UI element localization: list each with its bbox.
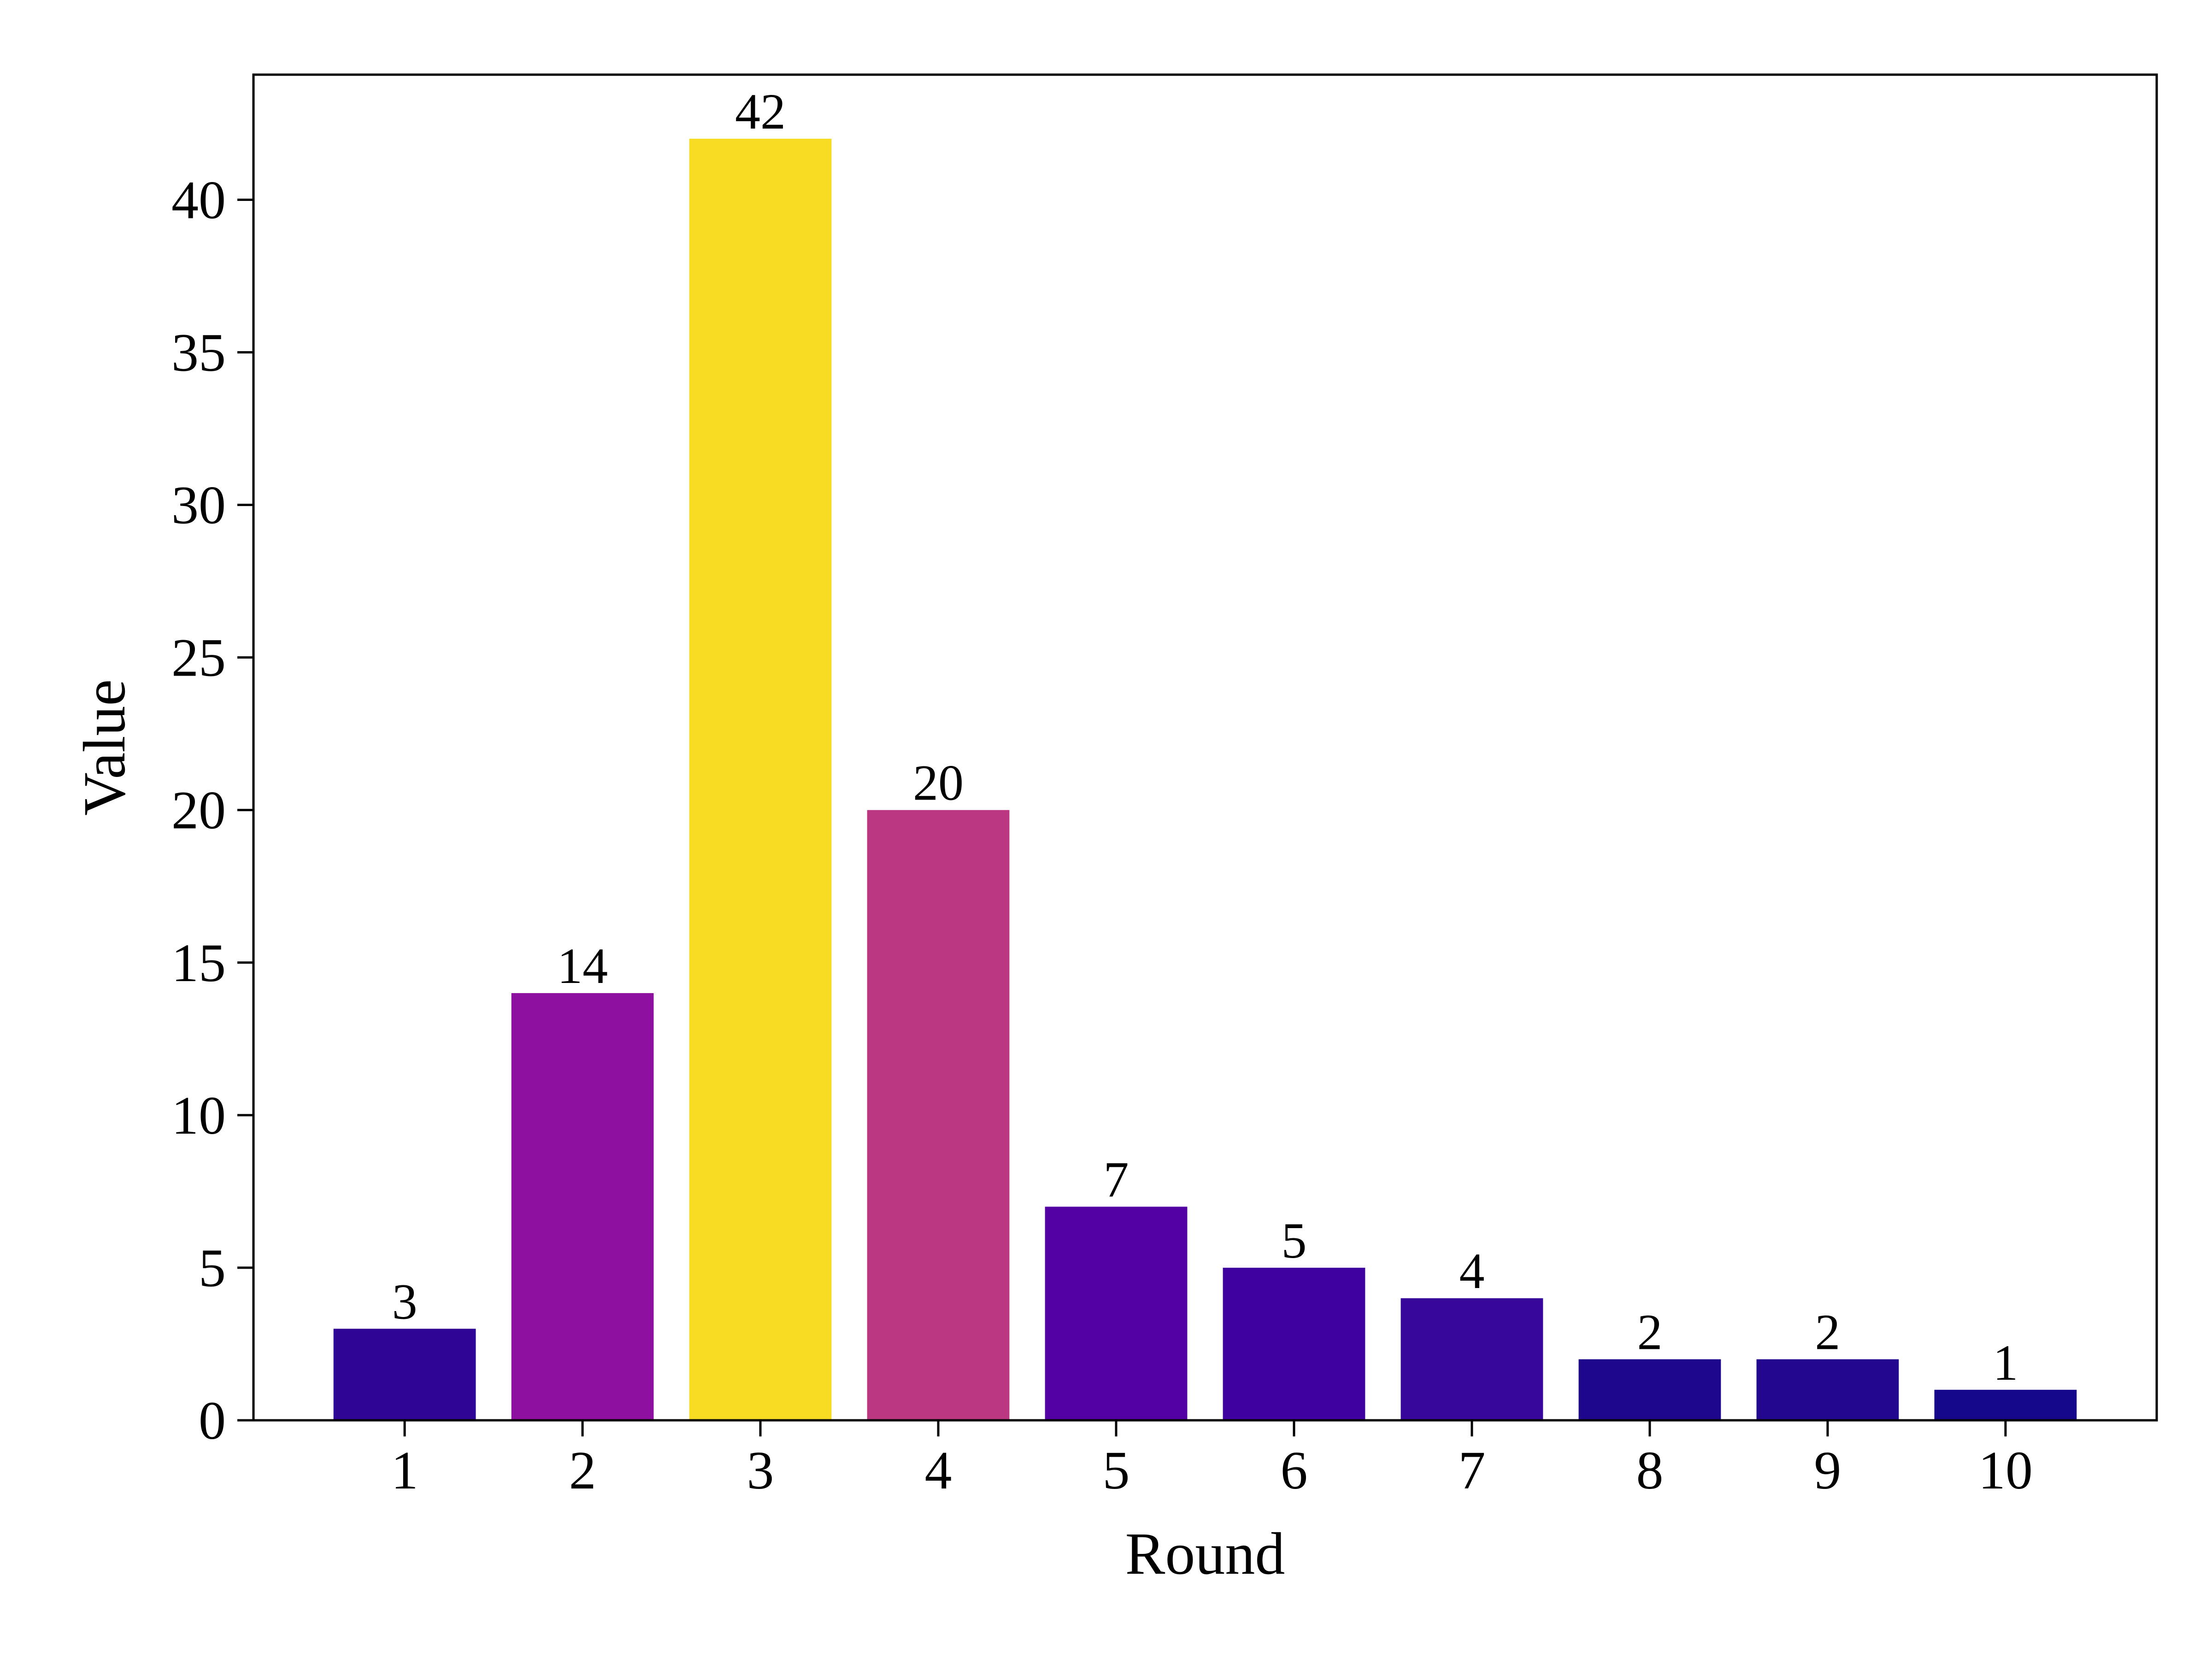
bar-value-label: 2 [1815,1304,1840,1360]
y-tick-label: 10 [171,1085,226,1146]
bar-round-9 [1756,1359,1899,1420]
bar-value-label: 42 [735,83,786,140]
bar-value-label: 14 [557,938,608,994]
y-tick-label: 30 [171,475,226,535]
y-tick-label: 0 [199,1390,226,1451]
x-tick-label: 3 [747,1440,774,1500]
y-axis: 0 5 10 15 20 25 30 35 40 [171,170,253,1451]
x-tick-label: 7 [1458,1440,1485,1500]
x-tick-label: 4 [925,1440,952,1500]
x-axis-label: Round [1125,1521,1285,1587]
bar-round-3 [689,139,832,1420]
bar-round-1 [333,1329,476,1420]
x-tick-label: 2 [569,1440,596,1500]
y-tick-label: 15 [171,933,226,993]
bar-round-4 [867,810,1010,1420]
plot-frame [252,73,2158,1422]
bar-round-2 [511,993,654,1420]
x-tick-label: 8 [1636,1440,1663,1500]
bar-value-label: 20 [913,755,964,811]
bar-value-label: 2 [1637,1304,1662,1360]
bar-round-8 [1578,1359,1721,1420]
bar-value-label: 3 [392,1273,418,1330]
bar-value-label: 1 [1993,1335,2018,1391]
x-tick-label: 6 [1280,1440,1307,1500]
bar-value-label: 4 [1459,1243,1484,1299]
bar-value-label: 5 [1281,1212,1306,1269]
y-tick-label: 25 [171,628,226,688]
x-tick-label: 9 [1814,1440,1841,1500]
y-tick-label: 20 [171,780,226,841]
bar-round-10 [1934,1389,2077,1420]
x-axis: 1 2 3 4 5 6 7 8 9 10 [391,1420,2033,1500]
bar-round-5 [1045,1206,1188,1420]
y-tick-label: 35 [171,323,226,383]
bar-round-6 [1223,1267,1365,1420]
bars-layer [333,139,2077,1420]
y-tick-label: 5 [199,1238,226,1298]
bar-round-7 [1400,1298,1543,1420]
x-tick-label: 1 [391,1440,418,1500]
bar-value-label: 7 [1104,1152,1129,1208]
x-tick-label: 10 [1978,1440,2033,1500]
y-axis-label: Value [71,679,138,816]
x-tick-label: 5 [1103,1440,1130,1500]
y-tick-label: 40 [171,170,226,230]
